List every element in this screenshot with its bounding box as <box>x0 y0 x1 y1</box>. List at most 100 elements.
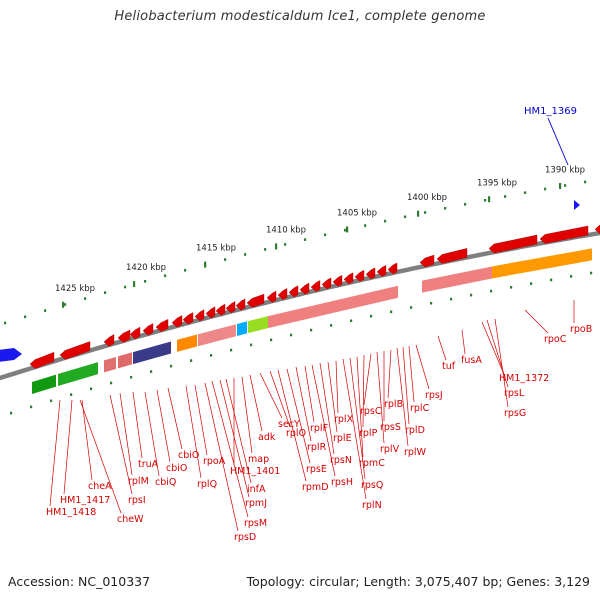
inner-tick <box>490 289 493 293</box>
gene-arrow <box>343 272 354 285</box>
leader-line <box>277 369 307 482</box>
gene-arrow <box>117 329 131 343</box>
map-title: Heliobacterium modesticaldum Ice1, compl… <box>114 9 486 24</box>
leader-line <box>524 309 549 334</box>
outer-tick <box>304 238 307 241</box>
inner-tick <box>570 275 573 278</box>
tick-ring <box>4 180 593 415</box>
major-tick <box>346 226 349 233</box>
gene-label: map <box>248 454 269 465</box>
gene-label: rpsD <box>234 532 256 543</box>
gene-label: rpsL <box>504 388 525 399</box>
genome-summary-text: Topology: circular; Length: 3,075,407 bp… <box>246 574 590 589</box>
gene-label: rpoC <box>544 334 567 345</box>
outer-tick <box>344 228 347 232</box>
kbp-label: 1415 kbp <box>196 244 236 254</box>
leader-line <box>259 372 283 419</box>
gene-arrow <box>266 290 277 303</box>
highlight-gene-label: HM1_1369 <box>524 106 577 117</box>
leader-line <box>132 391 143 459</box>
inner-tick <box>190 359 193 362</box>
outer-tick <box>504 195 507 198</box>
inner-tick <box>50 399 53 403</box>
leader-line <box>225 378 252 484</box>
gene-arrow <box>235 298 246 311</box>
cog-block <box>422 266 492 293</box>
gene-label: rpsE <box>306 464 327 475</box>
leader-line <box>396 347 409 447</box>
outer-tick <box>44 309 47 312</box>
leader-line <box>319 362 335 455</box>
gene-label: rpsC <box>360 406 382 417</box>
outer-tick <box>24 315 27 319</box>
inner-tick <box>550 278 553 282</box>
gene-label: rplP <box>359 428 378 439</box>
cog-block <box>237 321 247 336</box>
outer-tick <box>244 253 247 256</box>
outer-tick <box>164 274 167 277</box>
gene-label: cbiO <box>166 463 187 474</box>
cog-block <box>198 324 236 347</box>
leader-line <box>437 335 447 361</box>
outer-tick <box>84 297 87 300</box>
accession-text: Accession: NC_010337 <box>8 574 151 589</box>
outer-tick <box>4 321 7 325</box>
leader-line <box>144 391 160 477</box>
gene-label: rpoB <box>570 324 592 335</box>
outer-tick <box>184 269 187 272</box>
leader-line <box>304 365 315 423</box>
gene-arrow <box>246 293 265 308</box>
gene-label: rpsG <box>504 408 526 419</box>
gene-arrow <box>129 326 141 340</box>
gene-label: cheA <box>88 481 112 492</box>
gene-label: rplE <box>333 433 352 444</box>
kbp-label: 1395 kbp <box>477 178 517 188</box>
gene-label: rplD <box>405 425 425 436</box>
gene-label: rpmD <box>302 482 329 493</box>
kbp-label: 1390 kbp <box>545 166 585 176</box>
leader-line <box>387 349 392 399</box>
gene-label: rplB <box>384 399 403 410</box>
inner-tick <box>10 411 13 415</box>
gene-label: rpsH <box>331 477 353 488</box>
leader-line <box>327 361 338 433</box>
inner-tick <box>310 328 313 332</box>
inner-tick <box>450 297 453 301</box>
leader-line <box>119 392 133 476</box>
cog-block <box>32 374 56 394</box>
inner-tick <box>30 405 33 409</box>
gene-label: rplR <box>307 442 327 453</box>
gene-label: rplW <box>404 447 427 458</box>
gene-label: rplN <box>362 500 382 511</box>
leader-line <box>494 318 509 408</box>
leader-line <box>194 384 208 456</box>
gene-label: cbiQ <box>155 477 176 488</box>
gene-label: truA <box>138 459 159 470</box>
major-tick <box>488 196 491 203</box>
gene-label: rpmJ <box>245 498 267 509</box>
outer-tick <box>484 199 487 202</box>
leader-line <box>241 376 253 454</box>
gene-arrow <box>488 234 538 254</box>
gene-track <box>29 224 600 394</box>
gene-arrow <box>365 267 376 280</box>
inner-tick <box>410 306 413 309</box>
outer-tick <box>324 233 327 237</box>
gene-arrow <box>155 319 169 332</box>
gene-arrow <box>277 288 288 300</box>
left-blue-gene <box>0 348 22 362</box>
leader-line <box>204 382 239 532</box>
gene-label: rpsJ <box>425 390 443 401</box>
gene-label: HM1_1372 <box>499 373 549 384</box>
major-tick <box>204 261 207 268</box>
leader-line <box>249 374 263 432</box>
gene-arrow <box>182 312 194 325</box>
outer-tick <box>64 303 67 306</box>
gene-arrow <box>376 265 387 277</box>
major-tick <box>62 301 65 308</box>
leader-line <box>286 368 311 464</box>
leader-line <box>356 356 364 458</box>
gene-arrow <box>205 306 216 319</box>
gene-label: rplF <box>310 423 328 434</box>
gene-label: rpsM <box>244 518 267 529</box>
